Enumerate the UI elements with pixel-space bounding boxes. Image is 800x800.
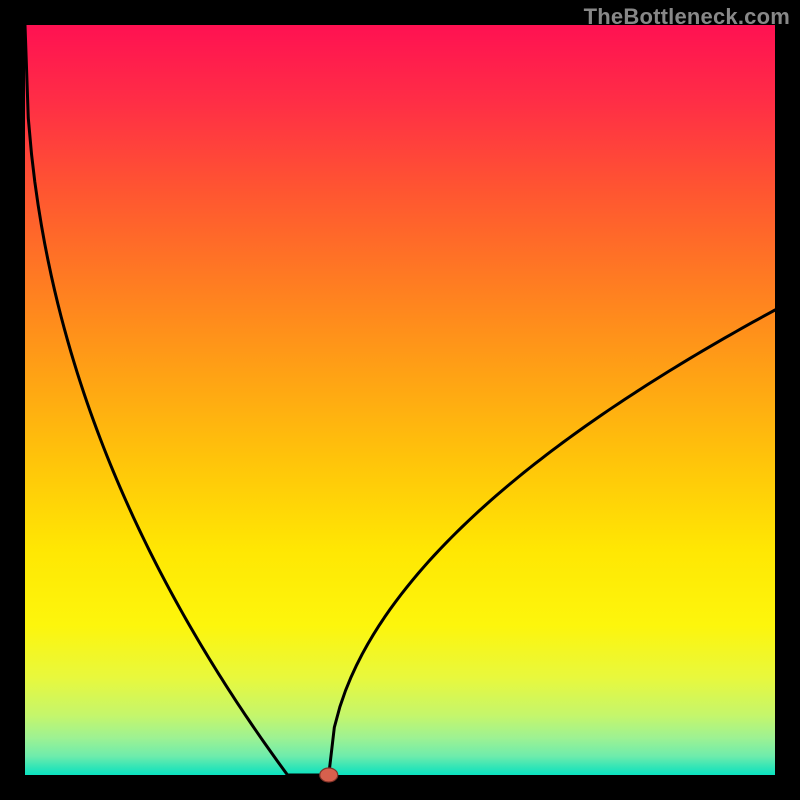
watermark-text: TheBottleneck.com: [584, 4, 790, 30]
optimal-point-marker: [320, 768, 338, 782]
bottleneck-plot: [0, 0, 800, 800]
gradient-background: [25, 25, 775, 775]
